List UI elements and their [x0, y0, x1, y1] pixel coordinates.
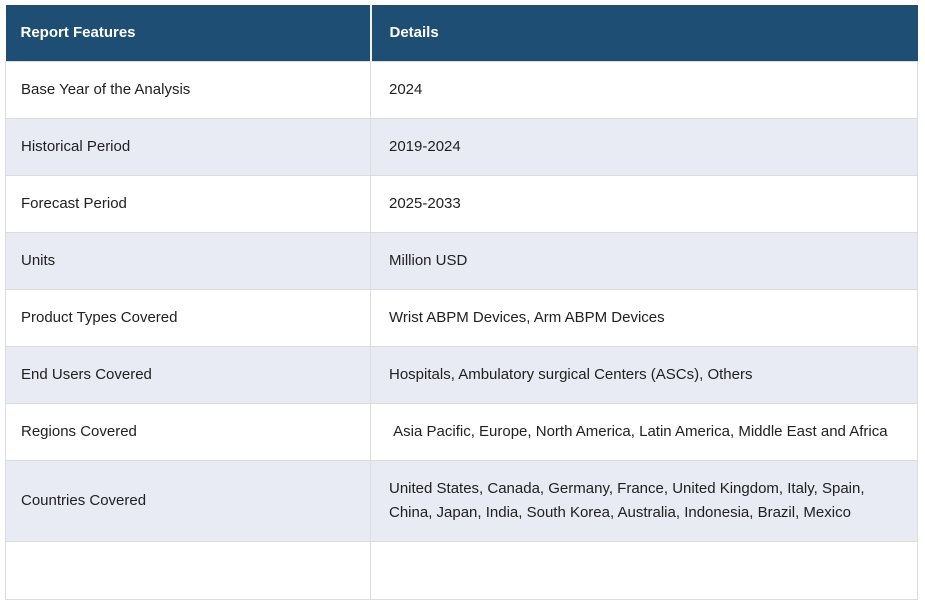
feature-cell: End Users Covered	[5, 346, 371, 404]
feature-cell: Historical Period	[5, 118, 371, 176]
feature-cell: Countries Covered	[5, 460, 371, 542]
details-cell: Hospitals, Ambulatory surgical Centers (…	[370, 346, 918, 404]
table-row-forecast-period: Forecast Period 2025-2033	[5, 175, 918, 233]
details-cell: 2024	[370, 61, 918, 119]
details-cell: 2019-2024	[370, 118, 918, 176]
feature-cell: Forecast Period	[5, 175, 371, 233]
feature-cell: Base Year of the Analysis	[5, 61, 371, 119]
feature-cell: Regions Covered	[5, 403, 371, 461]
table-row-base-year: Base Year of the Analysis 2024	[5, 61, 918, 119]
details-cell: United States, Canada, Germany, France, …	[370, 460, 918, 542]
table-row-historical-period: Historical Period 2019-2024	[5, 118, 918, 176]
column-header-details: Details	[369, 5, 918, 62]
table-row-product-types: Product Types Covered Wrist ABPM Devices…	[5, 289, 918, 347]
table-row-partial	[5, 541, 918, 600]
details-cell: 2025-2033	[370, 175, 918, 233]
details-cell: Wrist ABPM Devices, Arm ABPM Devices	[370, 289, 918, 347]
table-row-end-users: End Users Covered Hospitals, Ambulatory …	[5, 346, 918, 404]
report-features-table: Report Features Details Base Year of the…	[5, 5, 918, 600]
details-cell: Asia Pacific, Europe, North America, Lat…	[370, 403, 918, 461]
table-row-units: Units Million USD	[5, 232, 918, 290]
details-cell: Million USD	[370, 232, 918, 290]
details-cell	[370, 541, 918, 600]
table-row-countries: Countries Covered United States, Canada,…	[5, 460, 918, 542]
table-header-row: Report Features Details	[5, 5, 918, 62]
feature-cell: Units	[5, 232, 371, 290]
table-row-regions: Regions Covered Asia Pacific, Europe, No…	[5, 403, 918, 461]
feature-cell: Product Types Covered	[5, 289, 371, 347]
feature-cell	[5, 541, 371, 600]
column-header-report-features: Report Features	[5, 5, 371, 62]
